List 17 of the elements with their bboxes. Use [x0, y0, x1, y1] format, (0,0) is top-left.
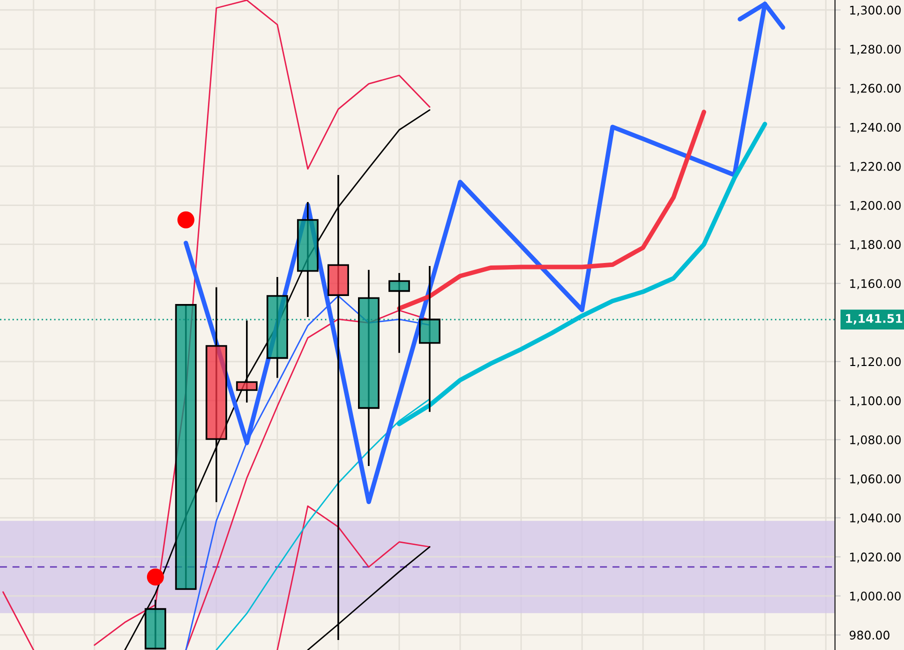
y-tick-label: 1,180.00 [850, 240, 901, 250]
y-tick-label: 1,160.00 [850, 279, 901, 290]
y-tick-label: 1,100.00 [850, 396, 901, 406]
y-tick-label: 980.00 [850, 630, 890, 640]
y-tick-label: 1,280.00 [850, 44, 901, 55]
y-tick-label: 1,060.00 [850, 474, 901, 485]
y-tick-label: 1,080.00 [850, 435, 901, 446]
y-tick-label: 1,000.00 [850, 592, 901, 602]
y-tick-label: 1,300.00 [850, 6, 901, 16]
y-tick-label: 1,120.00 [850, 357, 901, 368]
y-tick-label: 1,040.00 [850, 513, 901, 524]
y-tick-label: 1,260.00 [850, 84, 901, 94]
y-tick-label: 1,240.00 [850, 122, 901, 134]
y-tick-label: 1,220.00 [850, 162, 901, 172]
y-tick-label: 1,200.00 [850, 200, 901, 212]
ref-line-label: 1,141.51 [846, 314, 902, 324]
y-tick-label: 1,020.00 [850, 552, 901, 563]
